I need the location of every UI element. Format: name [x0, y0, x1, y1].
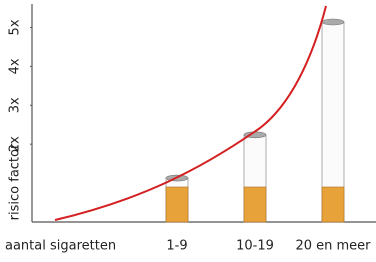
x-tick-label: 1-9 — [166, 239, 187, 254]
y-tick-label: 2x — [8, 136, 23, 152]
chart: risico factor aantal sigaretten 2x 3x 4x 5x… — [0, 0, 376, 262]
y-tick-label: 5x — [8, 19, 23, 35]
filter — [244, 187, 266, 222]
filter — [322, 187, 344, 222]
x-axis-label: aantal sigaretten — [5, 239, 116, 254]
y-tick-label: 3x — [8, 97, 23, 113]
filter — [166, 187, 188, 222]
x-tick-label: 10-19 — [236, 239, 274, 254]
y-tick-label: 4x — [8, 58, 23, 74]
y-axis-label: risico factor — [8, 143, 23, 220]
bars — [166, 19, 344, 222]
ash — [322, 19, 344, 25]
x-tick-label: 20 en meer — [295, 239, 371, 254]
risk-curve — [55, 6, 326, 220]
